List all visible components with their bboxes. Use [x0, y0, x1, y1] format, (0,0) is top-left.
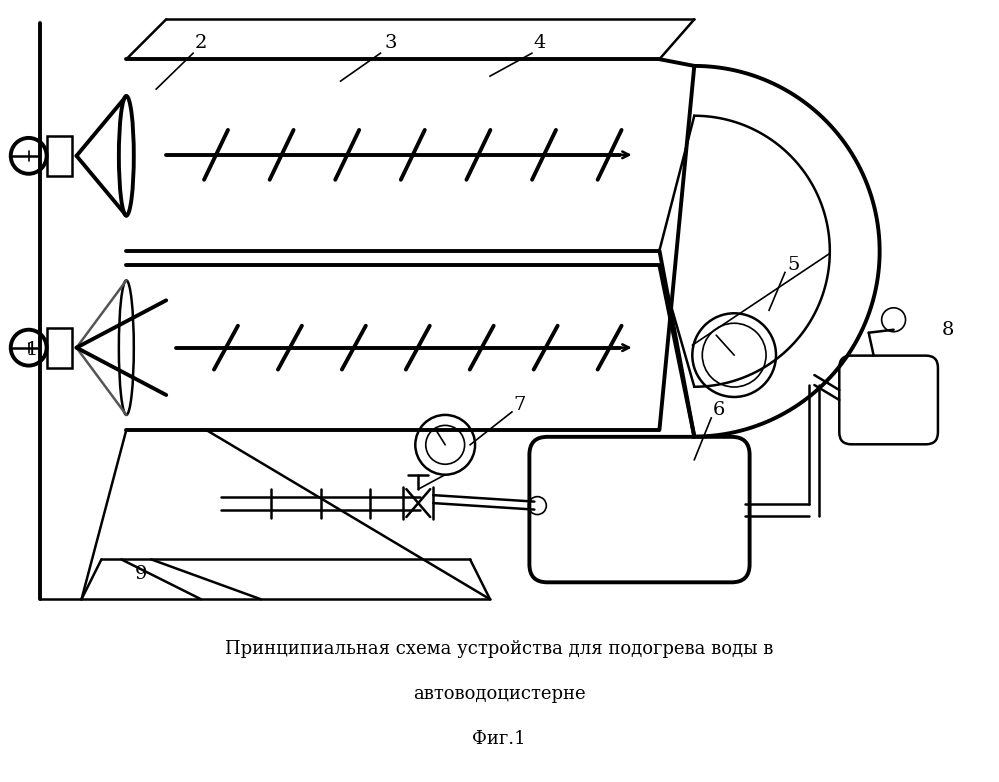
Circle shape [11, 330, 47, 366]
Text: 5: 5 [788, 256, 800, 274]
Circle shape [692, 314, 776, 397]
Bar [47, 136, 72, 176]
Bar [47, 328, 72, 368]
FancyBboxPatch shape [839, 356, 938, 444]
Text: 6: 6 [713, 401, 725, 419]
Text: 3: 3 [385, 34, 397, 52]
Text: 4: 4 [533, 34, 546, 52]
Text: Фиг.1: Фиг.1 [473, 730, 525, 748]
Text: 2: 2 [195, 34, 207, 52]
Text: автоводоцистерне: автоводоцистерне [413, 685, 585, 703]
Text: 9: 9 [135, 565, 148, 583]
FancyBboxPatch shape [529, 437, 749, 583]
Text: Принципиальная схема устройства для подогрева воды в: Принципиальная схема устройства для подо… [225, 640, 773, 658]
Circle shape [11, 138, 47, 174]
Text: 1: 1 [26, 341, 38, 359]
Text: 7: 7 [513, 396, 526, 414]
Text: 8: 8 [942, 321, 955, 339]
Circle shape [416, 415, 476, 475]
